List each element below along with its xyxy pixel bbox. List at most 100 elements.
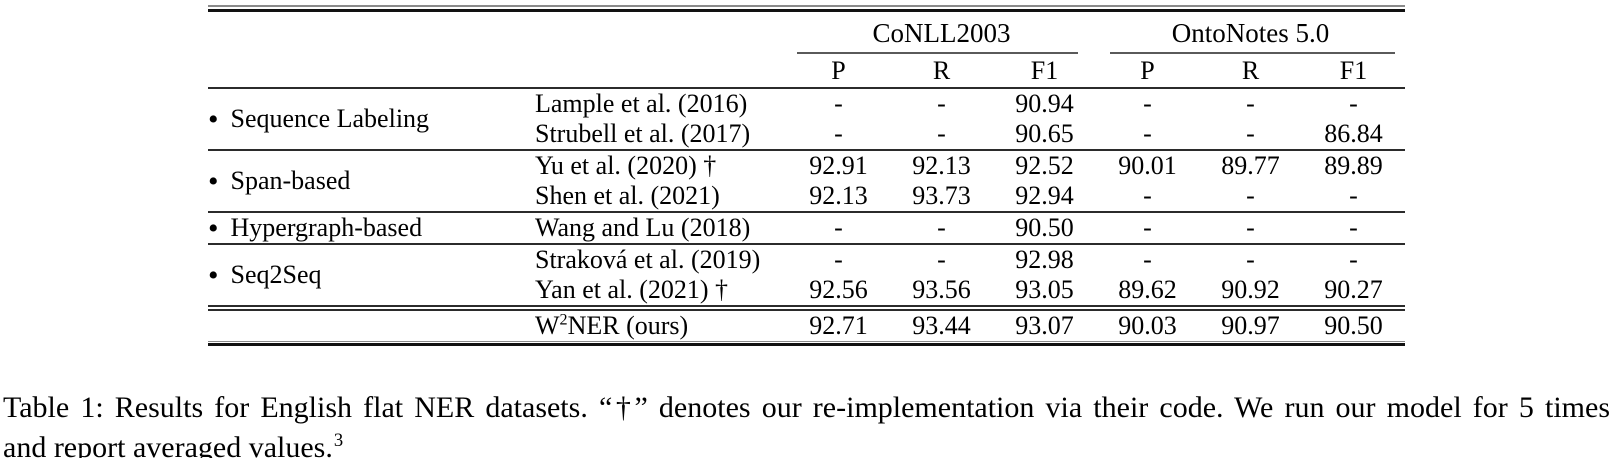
metric-cell: 89.62 <box>1118 275 1177 304</box>
metric-cell: - <box>1246 213 1255 242</box>
metric-cell: - <box>1143 213 1152 242</box>
table-caption: Table 1: Results for English flat NER da… <box>3 388 1610 458</box>
method-cell: Yan et al. (2021) † <box>535 275 729 304</box>
header-f1-onto: F1 <box>1339 55 1368 85</box>
category-cell-span-based: • Span-based <box>208 165 351 198</box>
metric-cell: - <box>1143 89 1152 118</box>
colgroup-ontonotes: OntoNotes 5.0 <box>1096 12 1405 54</box>
ours-name-superscript: 2 <box>559 311 568 329</box>
metric-cell: - <box>1246 245 1255 274</box>
table-bottom-rule <box>208 341 1405 346</box>
metric-cell: - <box>834 89 843 118</box>
category-cell-seq2seq: • Seq2Seq <box>208 259 322 292</box>
header-spacer <box>208 54 787 88</box>
metric-cell: - <box>937 89 946 118</box>
footnote-marker: 3 <box>333 430 344 451</box>
metric-cell: - <box>937 119 946 148</box>
metric-cell: 90.50 <box>1324 311 1383 340</box>
metric-cell: - <box>834 119 843 148</box>
method-cell: Straková et al. (2019) <box>535 245 761 274</box>
caption-line-1: Table 1: Results for English flat NER da… <box>3 391 1610 424</box>
metric-cell: - <box>1143 181 1152 210</box>
metric-cell: 93.44 <box>912 311 971 340</box>
row-yu-2020: • Span-based Yu et al. (2020) † 92.91 92.… <box>208 150 1405 197</box>
metric-cell: 90.92 <box>1221 275 1280 304</box>
metric-cell: - <box>1143 119 1152 148</box>
metric-cell: 90.65 <box>1015 119 1074 148</box>
metric-cell: 90.94 <box>1015 89 1074 118</box>
metric-cell: 90.27 <box>1324 275 1383 304</box>
row-yan-2021: Yan et al. (2021) † 92.56 93.56 93.05 89… <box>208 275 1405 308</box>
metric-cell: - <box>834 213 843 242</box>
metric-cell: 92.52 <box>1015 151 1074 180</box>
method-cell: Shen et al. (2021) <box>535 181 720 210</box>
metric-cell: 93.05 <box>1015 275 1074 304</box>
metric-cell: - <box>1349 181 1358 210</box>
category-label: Hypergraph-based <box>230 213 423 242</box>
metric-cell: - <box>1246 89 1255 118</box>
metric-cell: 90.50 <box>1015 213 1074 242</box>
metric-cell: - <box>1246 119 1255 148</box>
metric-cell: - <box>1246 181 1255 210</box>
row-wang-lu-2018: • Hypergraph-based Wang and Lu (2018) - -… <box>208 212 1405 244</box>
metric-cell: - <box>1143 245 1152 274</box>
method-cell-ours: W2NER (ours) <box>535 308 787 341</box>
category-label: Sequence Labeling <box>230 104 430 133</box>
category-label: Span-based <box>230 166 351 195</box>
results-table-block: CoNLL2003 OntoNotes 5.0 P R F1 P R F1 <box>208 5 1405 346</box>
method-cell: Yu et al. (2020) † <box>535 151 717 180</box>
metric-cell: 92.13 <box>912 151 971 180</box>
metric-cell: 92.13 <box>809 181 868 210</box>
metric-cell: - <box>937 213 946 242</box>
colgroup-conll2003: CoNLL2003 <box>787 12 1096 54</box>
results-table: CoNLL2003 OntoNotes 5.0 P R F1 P R F1 <box>208 12 1405 341</box>
ours-name-post: NER (ours) <box>567 311 689 340</box>
category-cell-empty <box>208 308 535 341</box>
metric-cell: - <box>1349 89 1358 118</box>
metric-cell: - <box>1349 213 1358 242</box>
metric-cell: 92.98 <box>1015 245 1074 274</box>
table-top-rule <box>208 5 1405 12</box>
category-cell-sequence-labeling: • Sequence Labeling <box>208 103 430 136</box>
method-cell: Strubell et al. (2017) <box>535 119 751 148</box>
method-cell: Wang and Lu (2018) <box>535 213 751 242</box>
category-label: Seq2Seq <box>230 260 322 289</box>
header-r-onto: R <box>1241 55 1260 85</box>
table-body: • Sequence Labeling Lample et al. (2016) … <box>208 88 1405 341</box>
ours-name-pre: W <box>535 311 560 340</box>
row-shen-2021: Shen et al. (2021) 92.13 93.73 92.94 - -… <box>208 181 1405 212</box>
dataset-group-row: CoNLL2003 OntoNotes 5.0 <box>208 12 1405 54</box>
row-lample-2016: • Sequence Labeling Lample et al. (2016) … <box>208 88 1405 135</box>
metric-cell: - <box>834 245 843 274</box>
metric-cell: 89.77 <box>1221 151 1280 180</box>
metric-header-row: P R F1 P R F1 <box>208 54 1405 88</box>
table-header: CoNLL2003 OntoNotes 5.0 P R F1 P R F1 <box>208 12 1405 88</box>
metric-cell: 86.84 <box>1324 119 1383 148</box>
row-strakova-2019: • Seq2Seq Straková et al. (2019) - - 92.9… <box>208 244 1405 291</box>
header-spacer <box>208 12 787 54</box>
caption-line-2-text: and report averaged values. <box>3 431 333 458</box>
metric-cell: 89.89 <box>1324 151 1383 180</box>
metric-cell: 92.91 <box>809 151 868 180</box>
metric-cell: 93.07 <box>1015 311 1074 340</box>
header-f1-conll: F1 <box>1030 55 1059 85</box>
metric-cell: - <box>937 245 946 274</box>
metric-cell: 92.71 <box>809 311 868 340</box>
metric-cell: 93.73 <box>912 181 971 210</box>
metric-cell: 90.01 <box>1118 151 1177 180</box>
header-r-conll: R <box>932 55 951 85</box>
header-p-onto: P <box>1140 55 1155 85</box>
metric-cell: 90.03 <box>1118 311 1177 340</box>
row-strubell-2017: Strubell et al. (2017) - - 90.65 - - 86.… <box>208 119 1405 150</box>
metric-cell: 92.56 <box>809 275 868 304</box>
metric-cell: 92.94 <box>1015 181 1074 210</box>
method-cell: Lample et al. (2016) <box>535 89 748 118</box>
metric-cell: 93.56 <box>912 275 971 304</box>
category-cell-hypergraph-based: • Hypergraph-based <box>208 212 423 244</box>
row-w2ner-ours: W2NER (ours) 92.71 93.44 93.07 90.03 90.… <box>208 308 1405 341</box>
caption-line-2: and report averaged values.3 <box>3 428 1610 458</box>
metric-cell: 90.97 <box>1221 311 1280 340</box>
header-p-conll: P <box>831 55 846 85</box>
metric-cell: - <box>1349 245 1358 274</box>
